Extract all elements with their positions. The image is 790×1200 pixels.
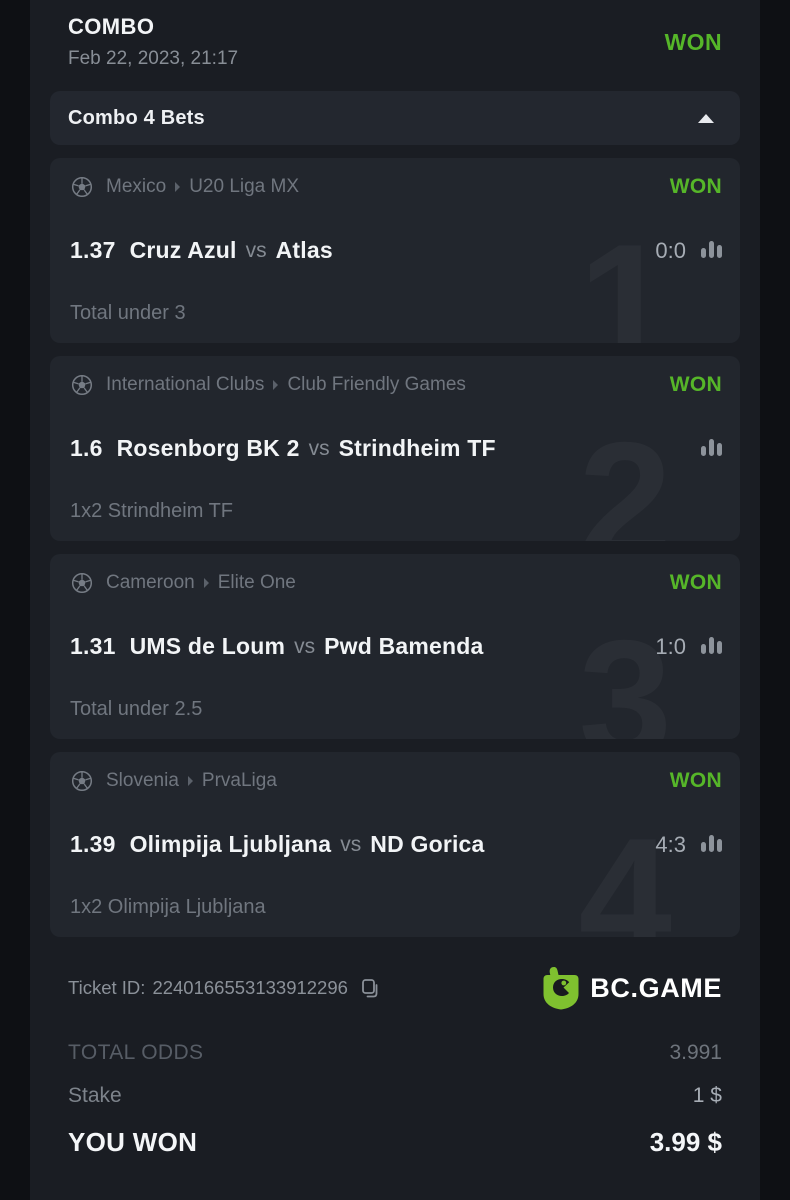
bet-slip-panel: COMBO Feb 22, 2023, 21:17 WON Combo 4 Be…: [30, 0, 760, 1200]
league-row: Slovenia PrvaLiga WON: [70, 769, 722, 793]
bet-card-3: 3 Cameroon Elite One WON 1.31 UMS de Lou…: [50, 554, 740, 739]
bet-odds: 1.39: [70, 831, 116, 857]
league-category: Mexico: [106, 176, 167, 197]
vs-label: vs: [340, 832, 362, 856]
league-tournament: PrvaLiga: [201, 770, 277, 791]
bet-odds: 1.31: [70, 633, 116, 659]
copy-icon[interactable]: [359, 977, 381, 999]
chevron-right-icon: [273, 380, 279, 390]
match-score: 0:0: [655, 237, 686, 263]
bet-card-2: 2 International Clubs Club Friendly Game…: [50, 356, 740, 541]
home-team: Rosenborg BK 2: [116, 435, 300, 461]
away-team: Pwd Bamenda: [324, 633, 484, 659]
bet-card-4: 4 Slovenia PrvaLiga WON 1.39 Olimpija Lj…: [50, 752, 740, 937]
stake-row: Stake 1 $: [68, 1084, 722, 1108]
match-row: 1.6 Rosenborg BK 2 vs Strindheim TF: [70, 435, 722, 462]
league-row: International Clubs Club Friendly Games …: [70, 373, 722, 397]
bet-league-breadcrumb: Mexico U20 Liga MX: [106, 176, 660, 198]
match-stats-icon[interactable]: [701, 835, 722, 854]
bet-league-breadcrumb: Slovenia PrvaLiga: [106, 770, 660, 792]
combo-bets-toggle[interactable]: Combo 4 Bets: [50, 91, 740, 145]
away-team: Atlas: [275, 237, 333, 263]
chevron-right-icon: [175, 182, 181, 192]
totals-section: TOTAL ODDS 3.991 Stake 1 $ YOU WON 3.99 …: [30, 1041, 760, 1158]
league-tournament: Elite One: [217, 572, 296, 593]
vs-label: vs: [308, 436, 330, 460]
league-row: Mexico U20 Liga MX WON: [70, 175, 722, 199]
bet-status-badge: WON: [669, 175, 722, 198]
soccer-ball-icon: [70, 571, 94, 595]
bet-status-badge: WON: [669, 571, 722, 594]
league-tournament: U20 Liga MX: [189, 176, 300, 197]
bet-datetime: Feb 22, 2023, 21:17: [68, 48, 239, 69]
slip-status-badge: WON: [664, 29, 722, 55]
you-won-value: 3.99 $: [649, 1127, 722, 1157]
bet-odds: 1.6: [70, 435, 103, 461]
total-odds-label: TOTAL ODDS: [68, 1041, 204, 1064]
bet-market: Total under 2.5: [70, 698, 203, 720]
bet-market: 1x2 Olimpija Ljubljana: [70, 896, 266, 918]
match-stats-icon[interactable]: [701, 241, 722, 260]
you-won-label: YOU WON: [68, 1127, 198, 1157]
away-team: Strindheim TF: [338, 435, 496, 461]
bet-status-badge: WON: [669, 769, 722, 792]
stake-value: 1 $: [692, 1084, 722, 1107]
total-odds-value: 3.991: [669, 1041, 722, 1064]
match-score: 1:0: [655, 633, 686, 659]
slip-header-left: COMBO Feb 22, 2023, 21:17: [68, 14, 238, 70]
bet-market: 1x2 Strindheim TF: [70, 500, 234, 522]
soccer-ball-icon: [70, 769, 94, 793]
bcgame-shield-icon: [543, 967, 579, 1010]
league-category: Cameroon: [106, 572, 195, 593]
home-team: Cruz Azul: [129, 237, 237, 263]
away-team: ND Gorica: [370, 831, 485, 857]
match-row: 1.31 UMS de Loum vs Pwd Bamenda 1:0: [70, 633, 722, 660]
vs-label: vs: [245, 238, 267, 262]
chevron-right-icon: [187, 776, 193, 786]
ticket-id-label: Ticket ID:: [68, 977, 146, 998]
league-tournament: Club Friendly Games: [287, 374, 466, 395]
total-odds-row: TOTAL ODDS 3.991: [68, 1041, 722, 1065]
home-team: Olimpija Ljubljana: [129, 831, 332, 857]
soccer-ball-icon: [70, 373, 94, 397]
match-row: 1.37 Cruz Azul vs Atlas 0:0: [70, 237, 722, 264]
home-team: UMS de Loum: [129, 633, 286, 659]
bet-league-breadcrumb: Cameroon Elite One: [106, 572, 660, 594]
match-stats-icon[interactable]: [701, 439, 722, 458]
collapse-triangle-up-icon[interactable]: [698, 113, 714, 123]
chevron-right-icon: [203, 578, 209, 588]
soccer-ball-icon: [70, 175, 94, 199]
bet-type-title: COMBO: [68, 14, 155, 39]
league-category: International Clubs: [106, 374, 265, 395]
bet-league-breadcrumb: International Clubs Club Friendly Games: [106, 374, 660, 396]
league-row: Cameroon Elite One WON: [70, 571, 722, 595]
you-won-row: YOU WON 3.99 $: [68, 1127, 722, 1158]
vs-label: vs: [294, 634, 316, 658]
match-score: 4:3: [655, 831, 686, 857]
ticket-id-value: 2240166553133912296: [152, 977, 348, 998]
combo-bets-label: Combo 4 Bets: [68, 106, 205, 129]
bet-market: Total under 3: [70, 302, 186, 324]
match-row: 1.39 Olimpija Ljubljana vs ND Gorica 4:3: [70, 831, 722, 858]
league-category: Slovenia: [106, 770, 179, 791]
bet-card-1: 1 Mexico U20 Liga MX WON 1.37 Cruz Azul …: [50, 158, 740, 343]
match-stats-icon[interactable]: [701, 637, 722, 656]
ticket-id-row: Ticket ID: 2240166553133912296 BC.GAME: [30, 964, 760, 1012]
bet-status-badge: WON: [669, 373, 722, 396]
stake-label: Stake: [68, 1084, 122, 1107]
bcgame-logo: BC.GAME: [541, 966, 722, 1010]
brand-name: BC.GAME: [590, 972, 722, 1003]
bet-odds: 1.37: [70, 237, 116, 263]
slip-header: COMBO Feb 22, 2023, 21:17 WON: [30, 0, 760, 70]
